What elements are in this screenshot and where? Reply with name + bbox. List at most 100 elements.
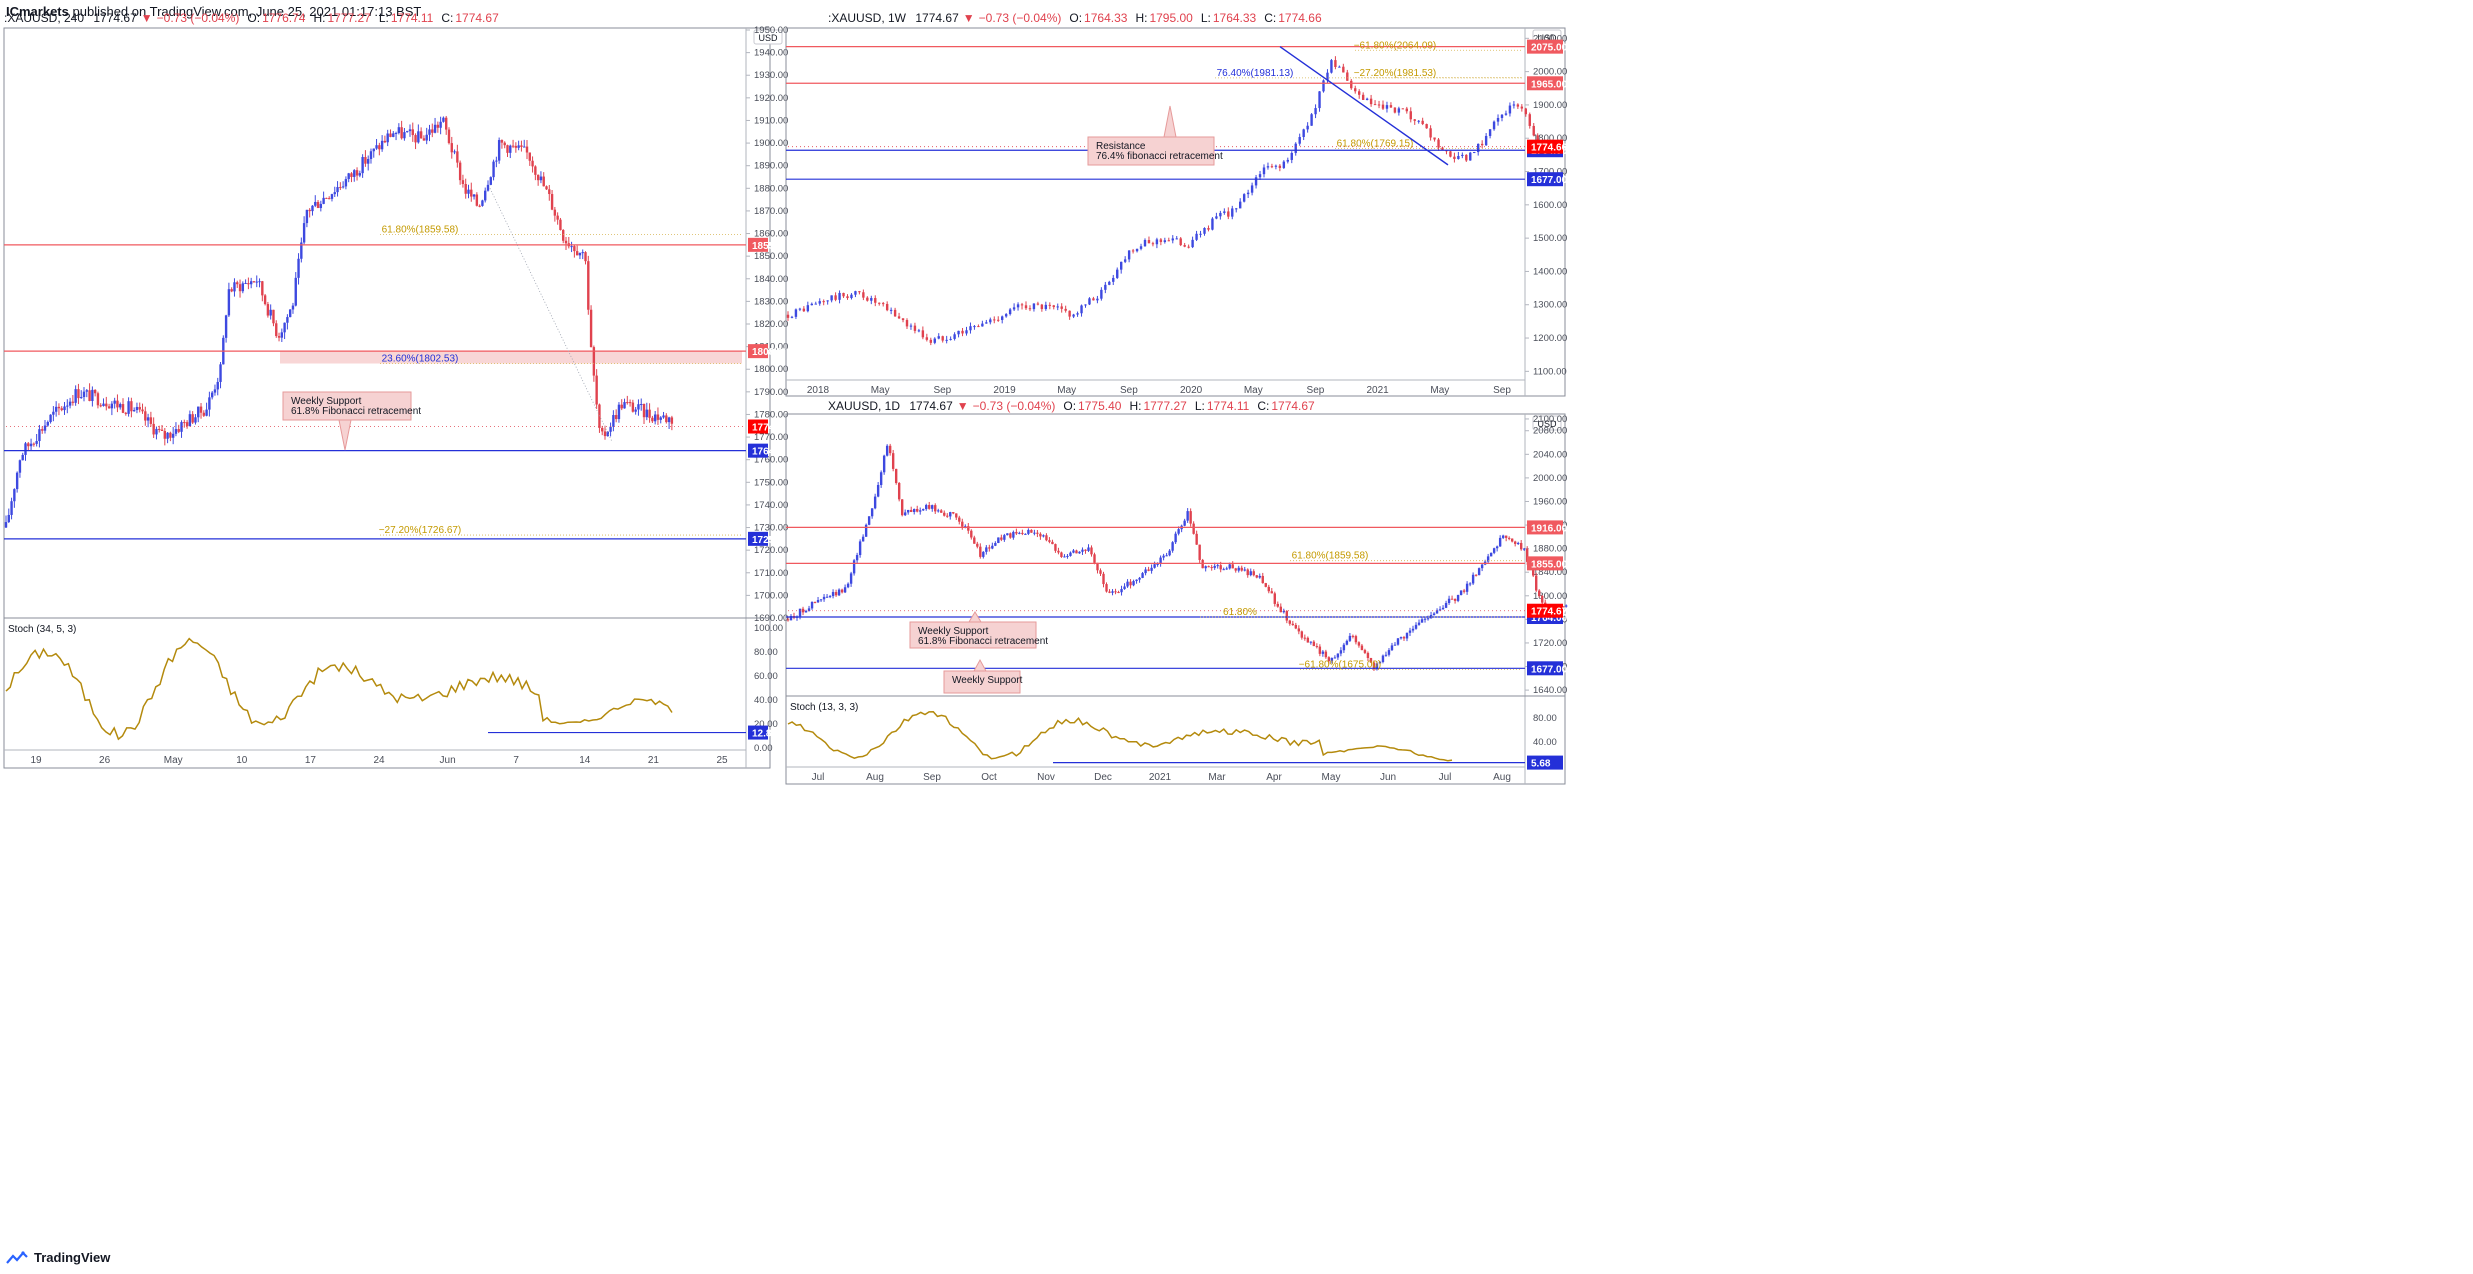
candle-body — [867, 516, 871, 525]
stoch-label[interactable]: Stoch (34, 5, 3) — [8, 624, 76, 635]
candle-body — [514, 145, 518, 148]
candle-body — [216, 381, 219, 390]
currency-label[interactable]: USD — [758, 33, 778, 43]
level-price-tag — [1527, 76, 1563, 91]
candle-body — [589, 309, 593, 348]
candle-body — [316, 201, 320, 209]
candle-body — [389, 133, 392, 137]
level-price-label[interactable]: 2075.00 — [1531, 43, 1568, 54]
level-price-label[interactable]: 1916.00 — [1531, 523, 1568, 534]
candle-body — [506, 145, 509, 153]
candle-body — [1444, 602, 1448, 608]
candle-body — [174, 429, 178, 434]
candle-body — [1373, 104, 1377, 106]
fib-level-label: 61.80% — [1223, 607, 1257, 618]
callout-annotation[interactable]: Weekly Support — [943, 658, 1023, 694]
candle-body — [1150, 567, 1153, 571]
time-tick-label: 25 — [716, 755, 728, 766]
candle-body — [1437, 139, 1440, 148]
candle-body — [550, 194, 554, 210]
level-price-label[interactable]: 1764.00 — [1531, 613, 1568, 624]
candle-body — [913, 325, 917, 331]
level-price-label[interactable]: 1677.00 — [1531, 175, 1568, 186]
candle-body — [1008, 309, 1012, 315]
symbol-name[interactable]: :XAUUSD, 1W — [828, 11, 909, 25]
candle-body — [1159, 239, 1163, 243]
candle-body — [994, 543, 997, 546]
candle-body — [913, 508, 916, 512]
candle-body — [1048, 304, 1051, 306]
candle-body — [1195, 233, 1198, 240]
publisher-name[interactable]: ICmarkets — [6, 4, 69, 19]
last-price-label[interactable]: 1774.67 — [752, 423, 789, 434]
candle-body — [937, 510, 940, 512]
candle-body — [1274, 165, 1278, 167]
candle-body — [989, 319, 992, 323]
candle-body — [450, 143, 453, 153]
candle-body — [1468, 583, 1472, 585]
level-price-label[interactable]: 1677.00 — [1531, 664, 1568, 675]
candle-body — [945, 339, 948, 341]
candle-body — [1453, 598, 1457, 601]
chart-panel-h4[interactable]: :XAUUSD, 240 1774.67 ▼ −0.73 (−0.04%) O: 177… — [3, 11, 789, 769]
stoch-value-label[interactable]: 5.68 — [1531, 759, 1551, 770]
candle-body — [29, 443, 33, 447]
stochastic-pane[interactable]: Stoch (13, 3, 3) 80.00 40.00 5.68 — [786, 695, 1565, 770]
level-price-label[interactable]: 1965.00 — [1531, 79, 1568, 90]
level-price-label[interactable]: 1764.00 — [752, 447, 789, 458]
currency-label[interactable]: USD — [1537, 419, 1557, 429]
ohlc-value: 1764.33 — [1213, 11, 1257, 25]
symbol-legend[interactable]: :XAUUSD, 1W 1774.67 ▼ −0.73 (−0.04%) O: 1764… — [828, 11, 1322, 25]
stoch-tick-label: 20.00 — [754, 719, 778, 730]
candle-body — [1036, 303, 1040, 305]
candle-body — [885, 445, 889, 456]
candle-body — [1163, 240, 1167, 243]
candle-body — [252, 281, 256, 283]
candle-body — [967, 526, 970, 531]
candle-body — [553, 209, 557, 216]
candle-body — [68, 401, 72, 406]
tradingview-footer[interactable]: TradingView — [6, 1250, 110, 1265]
currency-label[interactable]: USD — [1537, 33, 1557, 43]
level-price-label[interactable]: 1855.00 — [752, 241, 789, 252]
level-price-label[interactable]: 1808.00 — [752, 347, 789, 358]
symbol-name[interactable]: :XAUUSD, 240 — [4, 11, 87, 25]
last-price-label[interactable]: 1774.67 — [1531, 607, 1568, 618]
stoch-value-label[interactable]: 12.87 — [752, 729, 777, 740]
candle-body — [1346, 72, 1349, 81]
symbol-legend[interactable]: XAUUSD, 1D 1774.67 ▼ −0.73 (−0.04%) O: 1775.… — [828, 399, 1315, 413]
chart-panel-w1[interactable]: :XAUUSD, 1W 1774.67 ▼ −0.73 (−0.04%) O: 1764… — [785, 11, 1568, 397]
candle-body — [946, 515, 949, 517]
time-tick-label: Sep — [1120, 385, 1138, 396]
time-tick-label: May — [164, 755, 183, 766]
candle-body — [1032, 303, 1036, 310]
chart-panel-d1[interactable]: XAUUSD, 1D 1774.67 ▼ −0.73 (−0.04%) O: 1775.… — [785, 399, 1568, 785]
trend-line[interactable] — [1279, 46, 1449, 166]
stoch-label[interactable]: Stoch (13, 3, 3) — [790, 702, 858, 713]
candle-body — [1496, 117, 1500, 122]
candle-body — [1425, 124, 1428, 129]
symbol-name[interactable]: XAUUSD, 1D — [828, 399, 903, 413]
ohlc-key: L: — [1195, 399, 1205, 413]
candle-body — [592, 347, 596, 376]
candle-body — [1235, 208, 1238, 210]
candle-body — [1264, 583, 1267, 587]
level-price-label[interactable]: 1855.00 — [1531, 559, 1568, 570]
candle-body — [1123, 259, 1127, 262]
candle-body — [258, 281, 261, 283]
candle-body — [1378, 662, 1382, 664]
candle-body — [327, 198, 331, 200]
candle-body — [197, 406, 200, 418]
stochastic-pane[interactable]: Stoch (34, 5, 3) 100.00 80.00 60.00 40.00 20.… — [4, 617, 783, 754]
symbol-legend[interactable]: :XAUUSD, 240 1774.67 ▼ −0.73 (−0.04%) O: 177… — [4, 11, 499, 25]
candle-body — [1167, 240, 1170, 242]
candle-body — [846, 296, 849, 299]
candle-body — [1390, 645, 1394, 651]
last-price-label[interactable]: 1774.66 — [1531, 143, 1568, 154]
ohlc-key: O: — [1069, 11, 1082, 25]
candle-body — [24, 443, 27, 455]
level-price-label[interactable]: 1725.00 — [752, 535, 789, 546]
